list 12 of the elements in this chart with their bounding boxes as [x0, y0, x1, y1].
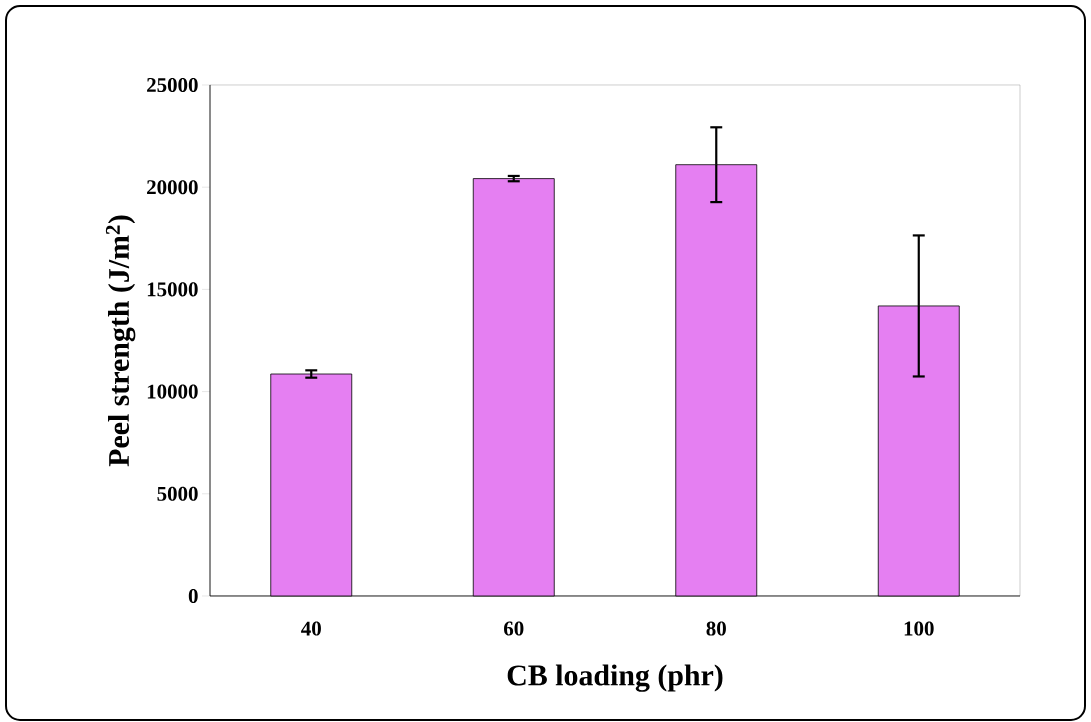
x-tick-label: 60: [504, 621, 524, 636]
y-axis-title: Peel strength (J/m$^{2}$): [105, 215, 136, 467]
x-tick-label: 80: [706, 621, 726, 636]
y-tick-label: 5000: [157, 486, 198, 501]
x-tick-label: 100: [904, 621, 934, 636]
y-tick-label: 0: [188, 588, 198, 604]
x-axis-title: CB loading (phr): [507, 664, 723, 692]
x-tick-label: 40: [301, 621, 321, 636]
y-tick-label: 20000: [147, 180, 198, 195]
y-tick-label: 15000: [147, 282, 198, 297]
y-tick-label: 10000: [147, 384, 198, 399]
y-tick-label: 25000: [147, 77, 198, 93]
